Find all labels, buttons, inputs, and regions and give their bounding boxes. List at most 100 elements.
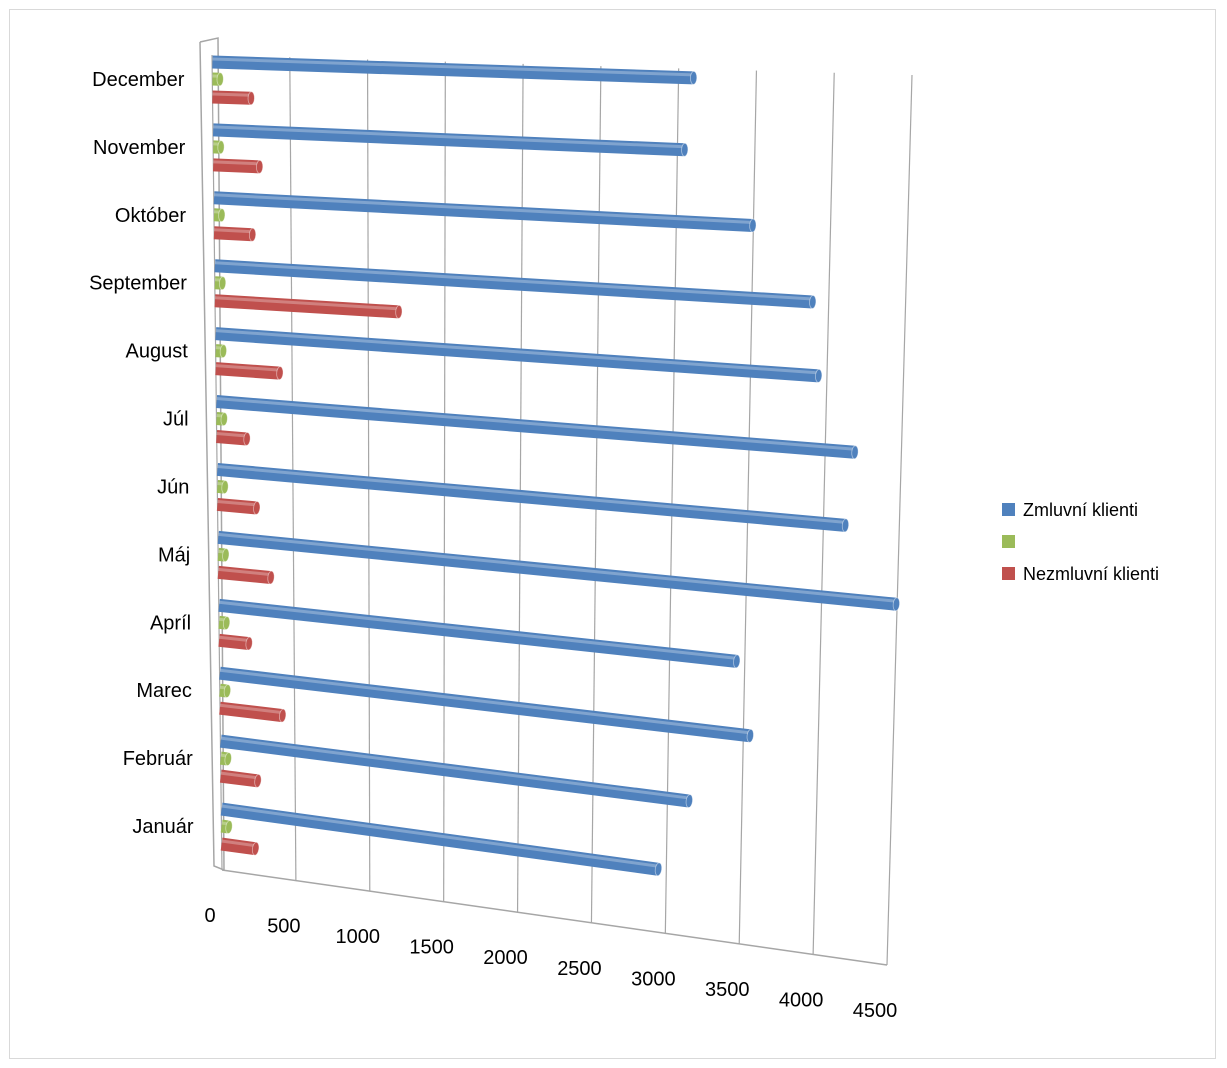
- category-label: Február: [123, 748, 193, 770]
- bar-cap: [248, 227, 257, 242]
- tick-label: 3500: [705, 979, 750, 1001]
- bar-cap: [733, 654, 741, 669]
- bar-cap: [851, 445, 859, 460]
- gridline: [443, 61, 446, 902]
- bar: [212, 55, 698, 85]
- floor-edge: [221, 869, 888, 966]
- bar-highlight: [214, 193, 753, 224]
- bar-cap: [224, 752, 232, 766]
- bar-body: [220, 837, 257, 856]
- tick-labels: 0 500 1000 1500 2000 2500 3000 3500 4000 4500: [204, 905, 897, 1022]
- category-label: November: [93, 137, 186, 159]
- bar: [214, 294, 403, 319]
- bar: [217, 530, 901, 612]
- bar-body: [219, 769, 259, 788]
- bar-body: [216, 395, 856, 459]
- bar-highlight: [218, 532, 897, 603]
- bar: [219, 666, 754, 743]
- bar: [219, 683, 232, 698]
- bar-body: [213, 226, 253, 242]
- category-label: September: [89, 273, 187, 295]
- bar: [217, 565, 275, 585]
- gridline: [211, 54, 223, 871]
- category-label: Máj: [158, 544, 190, 566]
- category-label: Júl: [163, 409, 189, 431]
- bar-cap: [256, 159, 264, 174]
- bar-highlight: [215, 329, 819, 375]
- chart-area: [9, 9, 1216, 1059]
- bar-cap: [690, 70, 698, 85]
- bar-highlight: [214, 261, 813, 301]
- bar-body: [216, 430, 248, 446]
- bar-cap: [251, 841, 260, 856]
- category-labels: Január Február Marec Apríl Máj Jún Júl August Se…: [89, 69, 194, 838]
- bar-cap: [218, 276, 227, 291]
- bar-highlight: [216, 432, 248, 438]
- bar-cap: [221, 480, 229, 495]
- bar: [219, 751, 232, 766]
- bar-body: [213, 191, 754, 232]
- tick-label: 1000: [336, 926, 381, 948]
- bar-cap: [222, 548, 230, 562]
- bar-cap: [809, 295, 817, 309]
- gridline: [886, 74, 913, 966]
- bar: [215, 344, 228, 359]
- bar: [219, 769, 262, 788]
- bar-body: [216, 462, 847, 532]
- bar: [220, 819, 233, 834]
- bar-cap: [654, 862, 663, 877]
- bar-cap: [278, 708, 287, 723]
- gridline: [590, 66, 602, 923]
- bar-cap: [841, 518, 850, 533]
- bar-body: [212, 123, 686, 157]
- bar-cap: [892, 597, 901, 612]
- bar-cap: [254, 774, 262, 788]
- bar-highlight: [220, 736, 690, 800]
- bar-body: [215, 327, 820, 383]
- bar-highlight: [218, 635, 250, 643]
- gridline: [289, 57, 297, 881]
- bars: [212, 55, 901, 877]
- bar: [215, 327, 823, 383]
- bar: [216, 395, 859, 460]
- bar-body: [217, 565, 272, 585]
- legend-swatch: [1002, 535, 1015, 548]
- bar-body: [212, 55, 694, 85]
- bar-body: [212, 158, 260, 174]
- bar-highlight: [220, 771, 259, 780]
- bar-highlight: [221, 839, 256, 848]
- bar: [212, 90, 255, 106]
- gridline: [516, 63, 524, 913]
- category-label: Marec: [136, 680, 192, 702]
- bar: [216, 412, 228, 427]
- bar-cap: [395, 304, 403, 319]
- gridline: [812, 72, 835, 955]
- chart-walls: [199, 37, 888, 966]
- gridline: [664, 68, 680, 934]
- bar-cap: [243, 432, 251, 446]
- bar-highlight: [212, 57, 694, 77]
- bar: [212, 158, 264, 174]
- gridline: [738, 70, 758, 944]
- bar-highlight: [218, 567, 272, 577]
- category-label: December: [92, 69, 185, 91]
- bar-cap: [245, 636, 253, 651]
- bar-body: [219, 666, 752, 743]
- bar-highlight: [217, 499, 257, 507]
- bar-cap: [218, 208, 226, 223]
- bar-body: [219, 734, 691, 808]
- bar: [220, 802, 663, 877]
- bar: [216, 497, 261, 515]
- bar-cap: [749, 218, 757, 233]
- bar-body: [220, 802, 660, 876]
- bar-cap: [685, 794, 693, 808]
- bar-highlight: [212, 92, 252, 97]
- bar-cap: [267, 570, 275, 585]
- bar-cap: [216, 72, 224, 87]
- category-label: Jún: [157, 476, 189, 498]
- tick-label: 4500: [853, 1000, 898, 1022]
- tick-label: 500: [267, 916, 300, 938]
- bar-highlight: [213, 160, 260, 166]
- gridlines: [211, 54, 913, 966]
- bar-cap: [223, 684, 232, 698]
